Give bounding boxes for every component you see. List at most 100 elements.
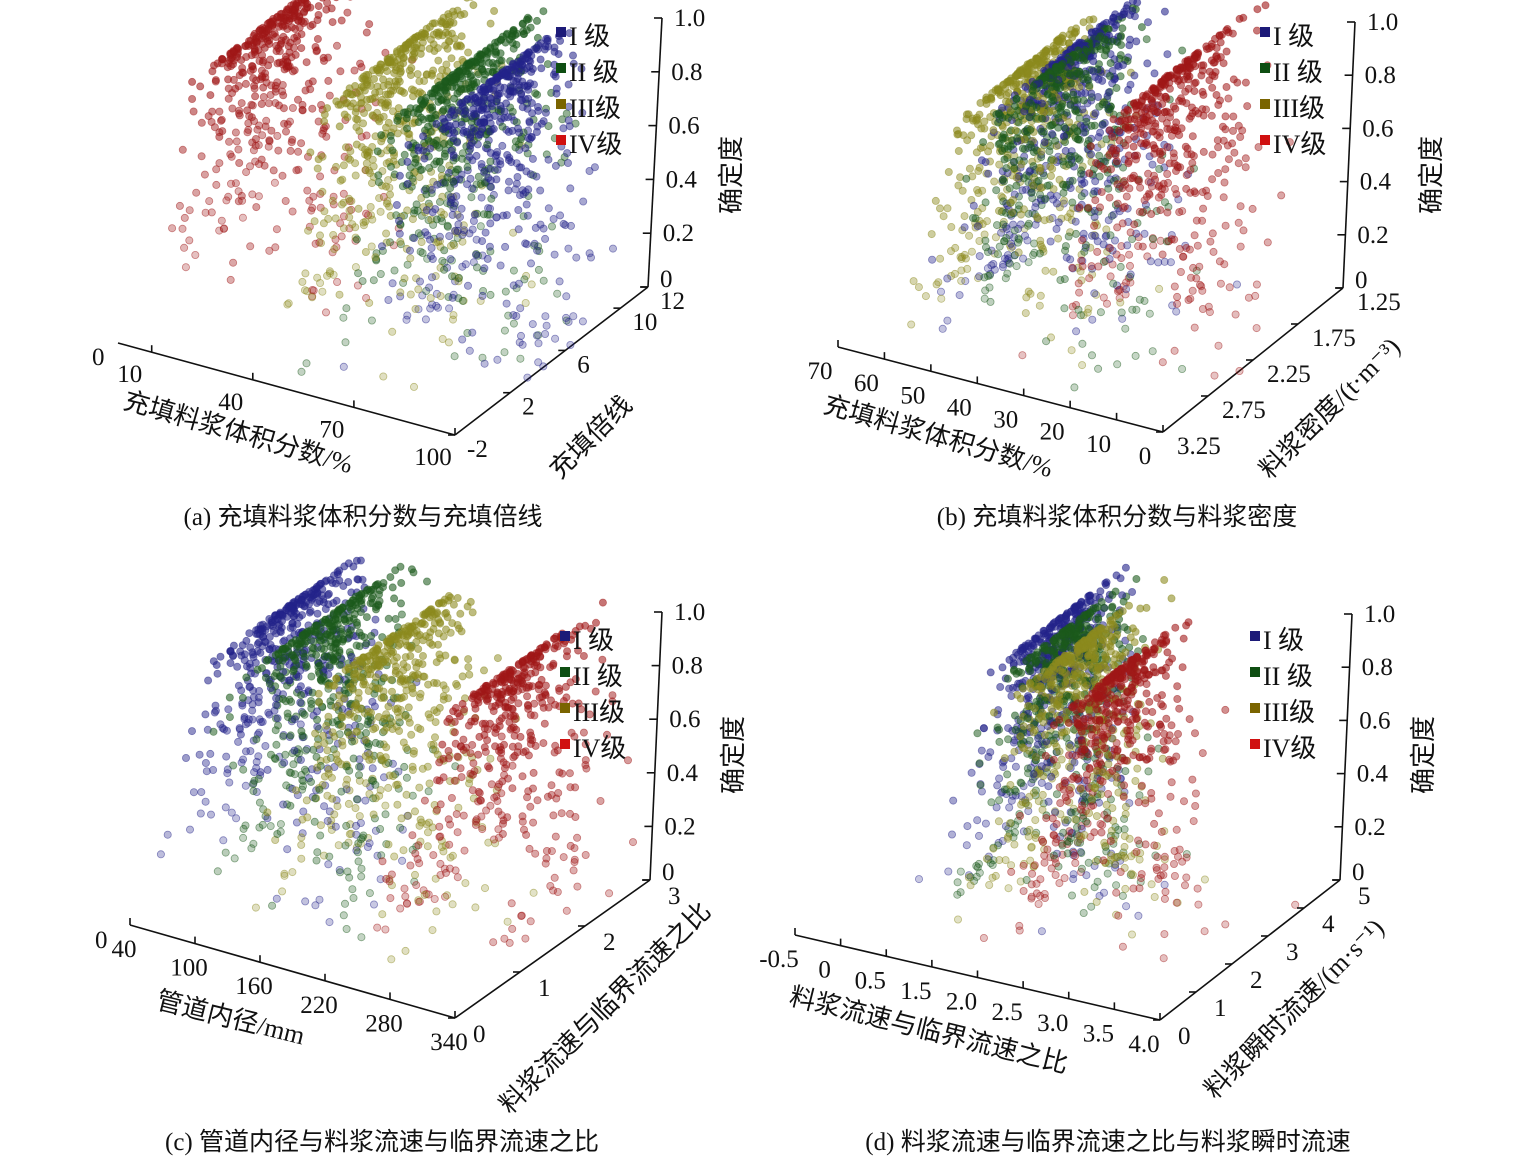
data-point-IV [1215,257,1224,266]
data-point-II [994,118,1003,127]
data-point-I [466,131,475,140]
data-point-IV [258,73,267,82]
data-point-I [1079,229,1088,238]
data-point-III [452,680,461,689]
data-point-III [469,1,478,10]
data-point-I [1009,220,1018,229]
data-point-II [1088,351,1097,360]
data-point-III [944,167,953,176]
data-point-III [939,212,948,221]
data-point-I [481,228,490,237]
data-point-IV [337,232,346,241]
data-point-III [318,287,327,296]
data-point-II [1022,102,1031,111]
data-point-IV [1126,228,1135,237]
data-point-IV [452,810,461,819]
data-point-IV [1188,103,1197,112]
data-point-III [371,253,380,262]
data-point-II [367,632,376,641]
data-point-II [1112,84,1121,93]
data-point-II [367,316,376,325]
data-point-I [516,191,525,200]
data-point-III [448,315,457,324]
data-point-IV [1135,207,1144,216]
data-point-II [410,206,419,215]
data-point-III [1083,308,1092,317]
x-tick-label: 70 [319,416,344,443]
data-point-IV [573,833,582,842]
data-point-II [400,150,409,159]
data-point-II [374,171,383,180]
data-point-I [569,59,578,68]
data-point-IV [514,699,523,708]
data-point-III [455,624,464,633]
data-point-I [544,155,553,164]
data-point-III [376,207,385,216]
data-point-II [443,221,452,230]
data-point-IV [1182,184,1191,193]
data-point-III [406,254,415,263]
data-point-IV [362,209,371,218]
data-point-II [998,134,1007,143]
data-point-I [1104,88,1113,97]
data-point-II [393,116,402,125]
legend-label: III级 [569,94,621,123]
data-point-III [464,663,473,672]
data-point-IV [1208,83,1217,92]
data-point-I [395,171,404,180]
data-point-II [354,269,363,278]
data-point-III [408,92,417,101]
data-point-II [1080,247,1089,256]
z-tick-label: 0.6 [1362,115,1393,142]
data-point-II [352,235,361,244]
data-point-III [329,230,338,239]
data-point-I [504,127,513,136]
data-point-IV [1149,141,1158,150]
data-point-II [1000,155,1009,164]
data-point-I [514,225,523,234]
data-point-IV [1120,202,1129,211]
data-point-IV [297,30,306,39]
data-point-I [541,234,550,243]
data-point-II [1178,46,1187,55]
data-point-II [339,313,348,322]
data-point-II [467,193,476,202]
data-point-IV [322,5,331,14]
data-point-I [237,758,246,767]
data-point-IV [1128,173,1137,182]
data-point-IV [1170,282,1179,291]
data-point-IV [1206,237,1215,246]
data-point-I [1125,41,1134,50]
data-point-IV [598,598,607,607]
data-point-I [450,128,459,137]
data-point-I [483,254,492,263]
data-point-IV [232,137,241,146]
data-point-III [283,300,292,309]
data-point-I [1109,13,1118,22]
data-point-II [981,198,990,207]
data-point-I [1019,254,1028,263]
data-point-I [549,70,558,79]
data-point-II [405,171,414,180]
data-point-IV [259,56,268,65]
data-point-I [1081,89,1090,98]
data-point-IV [278,171,287,180]
data-point-I [1048,129,1057,138]
data-point-IV [539,739,548,748]
data-point-IV [1188,159,1197,168]
data-point-I [486,127,495,136]
data-point-IV [356,59,365,68]
data-point-I [564,158,573,167]
legend-swatch [556,99,566,109]
data-point-I [363,843,372,852]
data-point-II [428,103,437,112]
data-point-I [563,149,572,158]
data-point-I [1072,327,1081,336]
data-point-II [344,628,353,637]
data-point-IV [547,781,556,790]
data-point-III [1046,162,1055,171]
data-point-IV [1121,124,1130,133]
data-point-I [403,311,412,320]
data-point-I [255,715,264,724]
legend-swatch [556,135,566,145]
